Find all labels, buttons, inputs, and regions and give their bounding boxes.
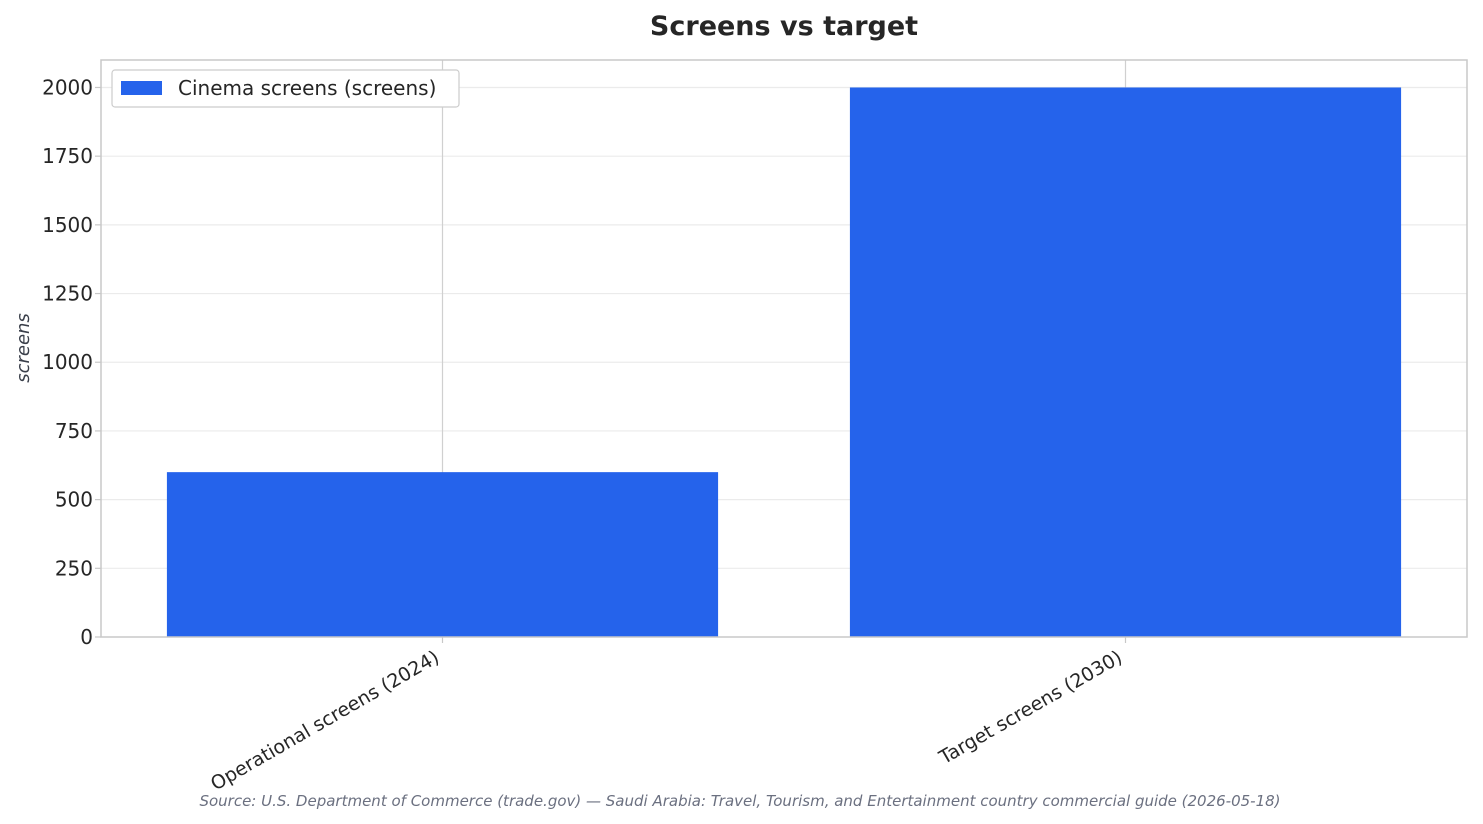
bar bbox=[166, 472, 719, 637]
bars bbox=[166, 87, 1402, 637]
source-note: Source: U.S. Department of Commerce (tra… bbox=[199, 792, 1280, 810]
bar bbox=[849, 87, 1402, 637]
x-tick-label: Target screens (2030) bbox=[935, 646, 1126, 769]
legend-box bbox=[111, 69, 460, 108]
chart-title: Screens vs target bbox=[650, 11, 918, 42]
y-tick-label: 1250 bbox=[42, 282, 93, 306]
legend-swatch bbox=[121, 81, 162, 95]
y-tick-label: 1750 bbox=[42, 144, 93, 168]
x-axis-ticks: Operational screens (2024) Target screens… bbox=[207, 637, 1127, 795]
y-axis-ticks: 0 250 500 750 1000 1250 1500 1750 2000 bbox=[42, 75, 101, 649]
legend-label: Cinema screens (screens) bbox=[178, 76, 436, 100]
y-tick-label: 500 bbox=[55, 488, 93, 512]
x-tick-label: Operational screens (2024) bbox=[207, 646, 443, 795]
legend: Cinema screens (screens) bbox=[111, 69, 460, 108]
plot-frame bbox=[100, 59, 1468, 638]
y-tick-label: 0 bbox=[80, 625, 93, 649]
y-axis-label: screens bbox=[13, 313, 34, 383]
y-tick-label: 1500 bbox=[42, 213, 93, 237]
y-tick-label: 1000 bbox=[42, 350, 93, 374]
y-tick-label: 750 bbox=[55, 419, 93, 443]
y-tick-label: 2000 bbox=[42, 75, 93, 99]
y-tick-label: 250 bbox=[55, 556, 93, 580]
